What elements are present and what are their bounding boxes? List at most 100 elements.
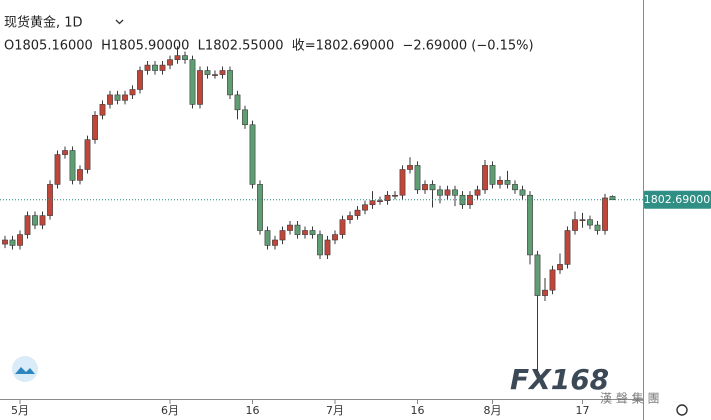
candle-body — [137, 70, 143, 90]
candle-body — [452, 189, 458, 196]
candle-body — [497, 180, 503, 185]
candle-body — [189, 59, 196, 105]
watermark-logo: FX168 — [510, 363, 609, 396]
candle-body — [152, 64, 158, 71]
candle-body — [369, 200, 376, 206]
candle-body — [602, 197, 608, 231]
candle-body — [114, 94, 121, 101]
chart-title: 现货黄金, 1D — [4, 15, 83, 31]
candle-body — [287, 224, 293, 231]
x-tick-label: 5月 — [11, 404, 29, 417]
logo-circle — [12, 356, 38, 382]
candle-body — [264, 230, 271, 246]
candle-body — [422, 184, 428, 191]
candle-body — [512, 184, 518, 191]
candle-body — [272, 239, 278, 246]
candle-body — [609, 196, 616, 201]
candle-body — [107, 94, 113, 105]
candle-body — [294, 224, 301, 235]
candle-body — [332, 234, 338, 241]
x-tick-label: 16 — [246, 404, 260, 417]
candle-body — [84, 139, 91, 170]
candle-body — [414, 165, 421, 191]
ohlc-legend: O1805.16000 H1805.90000 L1802.55000 收=18… — [4, 39, 534, 54]
candle-body — [257, 184, 263, 231]
watermark: FX168 漢 聲 集 團 — [510, 363, 659, 406]
candle-body — [47, 184, 53, 216]
last-price-box — [644, 190, 711, 209]
tradingview-logo[interactable] — [12, 356, 38, 382]
candle-body — [362, 204, 368, 211]
candle-body — [594, 224, 601, 231]
candle-body — [354, 209, 361, 216]
candle-body — [204, 70, 211, 75]
candle-body — [557, 264, 563, 271]
candle-body — [167, 59, 173, 66]
candle-body — [474, 189, 481, 196]
candle-body — [54, 154, 61, 185]
candle-body — [564, 230, 571, 265]
candle-body — [212, 74, 218, 76]
candle-body — [39, 215, 46, 226]
candle-body — [24, 215, 31, 235]
candle-body — [549, 269, 556, 291]
candle-body — [159, 64, 166, 71]
candle-body — [384, 194, 391, 201]
candle-body — [234, 94, 241, 111]
candle-body — [129, 89, 136, 96]
x-tick-label: 8月 — [484, 404, 502, 417]
candle-body — [99, 104, 106, 116]
candle-body — [542, 289, 548, 296]
candle-body — [399, 169, 406, 196]
gear — [676, 404, 688, 416]
candle-body — [339, 219, 346, 235]
candle-body — [309, 230, 316, 235]
candle-body — [504, 180, 511, 185]
candle-body — [347, 215, 353, 220]
candles — [2, 46, 616, 371]
candle-body — [392, 194, 398, 197]
candle-body — [2, 239, 8, 245]
candle-body — [122, 94, 128, 101]
last-price-label: 1802.69000 — [644, 193, 710, 206]
interval-dropdown[interactable] — [115, 19, 124, 25]
candle-body — [407, 165, 413, 170]
candle-body — [519, 189, 526, 196]
x-tick-label: 7月 — [326, 404, 344, 417]
candle-body — [429, 184, 436, 191]
logo-shape — [15, 367, 35, 374]
candle-body — [197, 70, 203, 105]
candle-body — [227, 70, 233, 96]
candle-body — [249, 124, 256, 185]
candle-body — [534, 254, 541, 296]
candle-body — [182, 55, 188, 60]
candle-body — [219, 70, 226, 75]
x-tick-label: 17 — [576, 404, 590, 417]
candle-body — [17, 234, 23, 246]
watermark-sub: 漢 聲 集 團 — [600, 391, 659, 406]
settings-icon[interactable] — [676, 404, 688, 416]
candle-body — [279, 230, 286, 241]
candle-body — [467, 194, 473, 206]
candle-body — [77, 169, 83, 181]
candle-body — [317, 234, 323, 256]
candle-body — [377, 200, 383, 202]
candle-body — [69, 150, 76, 181]
candle-body — [302, 230, 308, 235]
candle-body — [92, 114, 98, 140]
candle-body — [587, 219, 593, 226]
candle-body — [489, 165, 496, 185]
x-tick-label: 16 — [411, 404, 425, 417]
candle-body — [444, 189, 451, 196]
candle-body — [242, 109, 248, 126]
candle-body — [144, 64, 151, 71]
candle-body — [527, 194, 533, 256]
candle-body — [174, 55, 181, 60]
candle-body — [572, 219, 578, 231]
x-tick-label: 6月 — [161, 404, 179, 417]
candle-body — [9, 239, 16, 246]
candle-body — [32, 215, 38, 226]
candle-body — [62, 150, 68, 155]
